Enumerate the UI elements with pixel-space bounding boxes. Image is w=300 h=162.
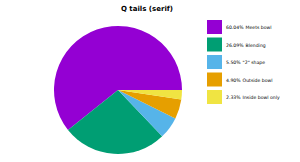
title: Q tails (serif) [121, 5, 173, 13]
legend-label: 2.33%Inside bowl only [226, 95, 280, 100]
legend-category: Meets bowl [246, 25, 272, 30]
legend-category: "2" shape [243, 60, 266, 65]
legend-swatch [207, 73, 222, 87]
legend-category: Blending [246, 43, 266, 48]
legend: 60.04%Meets bowl 26.09%Blending 5.50%"2" s… [207, 20, 280, 104]
legend-swatch [207, 38, 222, 52]
legend-value: 60.04% [226, 25, 244, 30]
legend-label: 4.90%Outside bowl [226, 78, 273, 83]
legend-swatch [207, 20, 222, 34]
pie [54, 26, 182, 154]
legend-label: 5.50%"2" shape [226, 60, 265, 65]
legend-value: 5.50% [226, 60, 241, 65]
legend-value: 2.33% [226, 95, 241, 100]
legend-label: 60.04%Meets bowl [226, 25, 272, 30]
chart: Q tails (serif) 60.04%Meets bowl 26.09%Ble… [0, 0, 300, 162]
legend-swatch [207, 55, 222, 69]
legend-value: 4.90% [226, 78, 241, 83]
legend-category: Outside bowl [243, 78, 273, 83]
legend-category: Inside bowl only [243, 95, 280, 100]
legend-label: 26.09%Blending [226, 43, 266, 48]
slice [118, 90, 182, 99]
slice [118, 90, 181, 118]
legend-swatch [207, 90, 222, 104]
legend-value: 26.09% [226, 43, 244, 48]
